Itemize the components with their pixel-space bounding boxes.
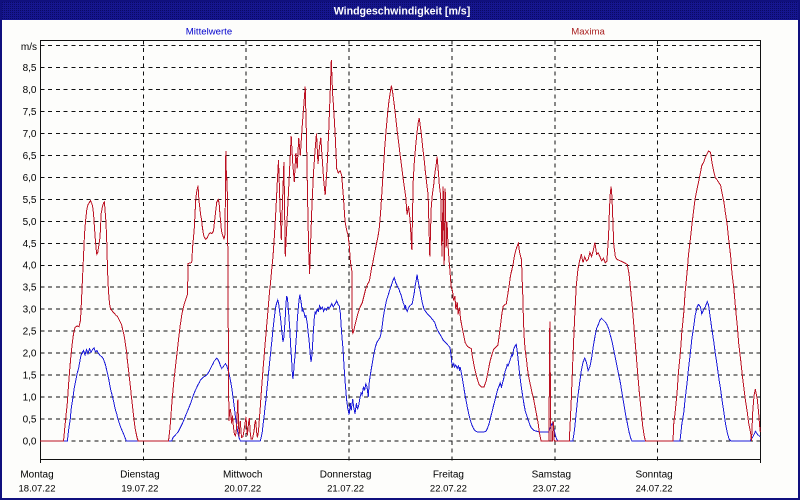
svg-text:1,0: 1,0 bbox=[23, 393, 37, 404]
svg-text:Mittelwerte: Mittelwerte bbox=[186, 27, 232, 38]
svg-text:m/s: m/s bbox=[21, 42, 37, 53]
svg-text:5,0: 5,0 bbox=[23, 217, 37, 228]
svg-text:4,5: 4,5 bbox=[23, 239, 37, 250]
svg-text:2,0: 2,0 bbox=[23, 349, 37, 360]
svg-text:7,5: 7,5 bbox=[23, 107, 37, 118]
svg-text:0,0: 0,0 bbox=[23, 437, 37, 448]
svg-text:3,0: 3,0 bbox=[23, 305, 37, 316]
svg-text:4,0: 4,0 bbox=[23, 261, 37, 272]
svg-text:Maxima: Maxima bbox=[571, 27, 605, 38]
svg-text:Montag: Montag bbox=[20, 470, 53, 481]
svg-text:Windgeschwindigkeit [m/s]: Windgeschwindigkeit [m/s] bbox=[334, 6, 470, 18]
svg-text:18.07.22: 18.07.22 bbox=[19, 484, 56, 495]
svg-text:20.07.22: 20.07.22 bbox=[224, 484, 261, 495]
svg-text:3,5: 3,5 bbox=[23, 283, 37, 294]
svg-text:5,5: 5,5 bbox=[23, 195, 37, 206]
svg-text:24.07.22: 24.07.22 bbox=[636, 484, 673, 495]
svg-text:7,0: 7,0 bbox=[23, 129, 37, 140]
svg-text:Sonntag: Sonntag bbox=[635, 470, 672, 481]
svg-text:8,5: 8,5 bbox=[23, 63, 37, 74]
svg-text:23.07.22: 23.07.22 bbox=[533, 484, 570, 495]
svg-text:22.07.22: 22.07.22 bbox=[430, 484, 467, 495]
svg-text:Freitag: Freitag bbox=[433, 470, 464, 481]
svg-text:6,5: 6,5 bbox=[23, 151, 37, 162]
svg-text:6,0: 6,0 bbox=[23, 173, 37, 184]
svg-text:1,5: 1,5 bbox=[23, 371, 37, 382]
svg-text:19.07.22: 19.07.22 bbox=[121, 484, 158, 495]
svg-text:Dienstag: Dienstag bbox=[120, 470, 159, 481]
svg-text:Donnerstag: Donnerstag bbox=[320, 470, 372, 481]
svg-text:2,5: 2,5 bbox=[23, 327, 37, 338]
svg-text:8,0: 8,0 bbox=[23, 85, 37, 96]
svg-text:0,5: 0,5 bbox=[23, 415, 37, 426]
svg-text:Mittwoch: Mittwoch bbox=[223, 470, 262, 481]
svg-text:21.07.22: 21.07.22 bbox=[327, 484, 364, 495]
svg-text:Samstag: Samstag bbox=[532, 470, 571, 481]
